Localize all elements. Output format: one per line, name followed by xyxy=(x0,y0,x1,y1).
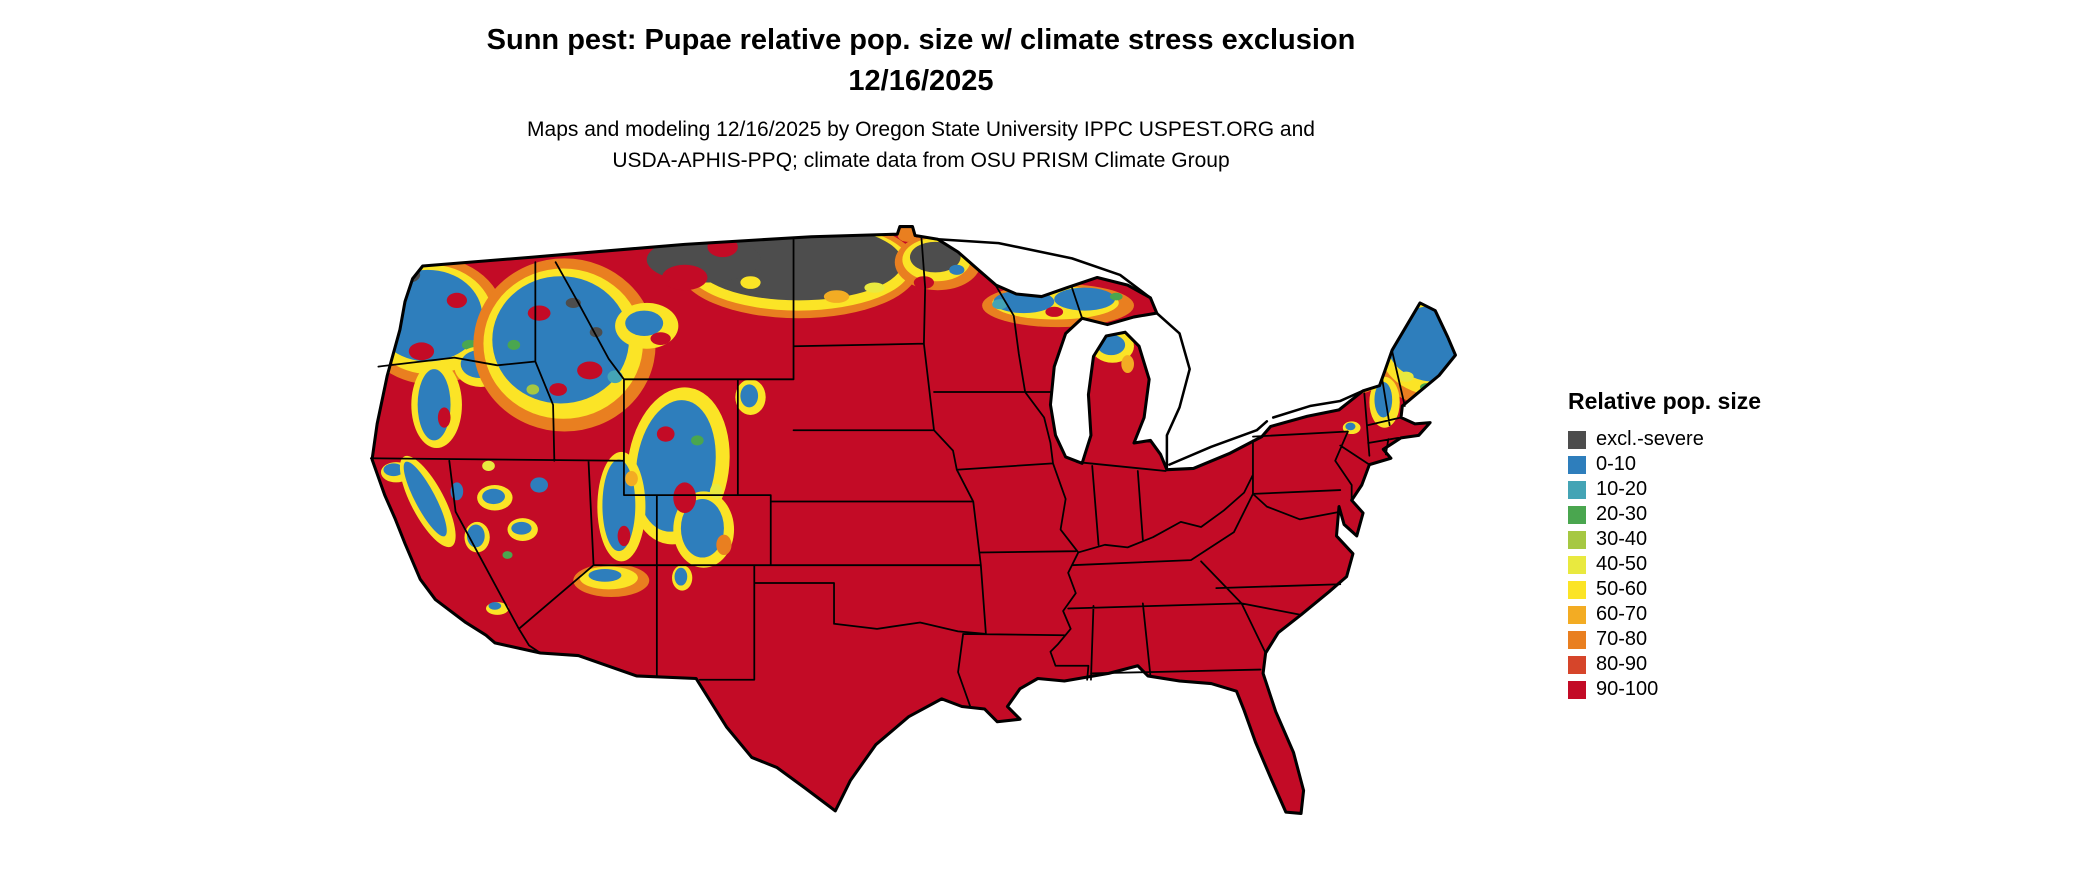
legend-row-excl-severe: excl.-severe xyxy=(1568,427,1761,452)
us-choropleth-map xyxy=(369,225,1457,815)
title-block: Sunn pest: Pupae relative pop. size w/ c… xyxy=(0,24,1842,173)
legend-label-10-20: 10-20 xyxy=(1596,478,1648,500)
legend-row-60-70: 60-70 xyxy=(1568,602,1761,627)
legend-label-70-80: 70-80 xyxy=(1596,628,1648,650)
legend-label-20-30: 20-30 xyxy=(1596,503,1648,525)
legend: Relative pop. size excl.-severe 0-10 10-… xyxy=(1568,388,1761,702)
legend-swatch-excl-severe xyxy=(1568,430,1586,449)
legend-row-20-30: 20-30 xyxy=(1568,502,1761,527)
legend-label-30-40: 30-40 xyxy=(1596,528,1648,550)
legend-row-80-90: 80-90 xyxy=(1568,652,1761,677)
map-subtitle-line1: Maps and modeling 12/16/2025 by Oregon S… xyxy=(527,118,1315,141)
legend-swatch-10-20 xyxy=(1568,480,1586,499)
map-title-line1: Sunn pest: Pupae relative pop. size w/ c… xyxy=(486,24,1356,56)
legend-swatch-0-10 xyxy=(1568,455,1586,474)
legend-label-40-50: 40-50 xyxy=(1596,553,1648,575)
legend-row-70-80: 70-80 xyxy=(1568,627,1761,652)
map-subtitle-line2: USDA-APHIS-PPQ; climate data from OSU PR… xyxy=(612,149,1230,172)
legend-swatch-70-80 xyxy=(1568,630,1586,649)
legend-swatch-60-70 xyxy=(1568,605,1586,624)
legend-row-50-60: 50-60 xyxy=(1568,577,1761,602)
legend-label-50-60: 50-60 xyxy=(1596,578,1648,600)
legend-row-0-10: 0-10 xyxy=(1568,452,1761,477)
legend-label-90-100: 90-100 xyxy=(1596,678,1659,700)
legend-row-90-100: 90-100 xyxy=(1568,677,1761,702)
legend-label-80-90: 80-90 xyxy=(1596,653,1648,675)
legend-title: Relative pop. size xyxy=(1568,388,1762,414)
state-borders xyxy=(369,235,1406,709)
map-title-date: 12/16/2025 xyxy=(848,65,994,97)
canada-border-through-lakes xyxy=(936,238,1365,469)
legend-swatch-20-30 xyxy=(1568,505,1586,524)
legend-swatch-50-60 xyxy=(1568,580,1586,599)
legend-row-40-50: 40-50 xyxy=(1568,552,1761,577)
legend-row-30-40: 30-40 xyxy=(1568,527,1761,552)
legend-swatch-30-40 xyxy=(1568,530,1586,549)
legend-row-10-20: 10-20 xyxy=(1568,477,1761,502)
legend-label-60-70: 60-70 xyxy=(1596,603,1648,625)
legend-label-0-10: 0-10 xyxy=(1596,453,1637,475)
legend-swatch-90-100 xyxy=(1568,680,1586,699)
legend-swatch-80-90 xyxy=(1568,655,1586,674)
legend-label-excl-severe: excl.-severe xyxy=(1596,428,1704,450)
legend-swatch-40-50 xyxy=(1568,555,1586,574)
us-outline xyxy=(370,225,1457,815)
